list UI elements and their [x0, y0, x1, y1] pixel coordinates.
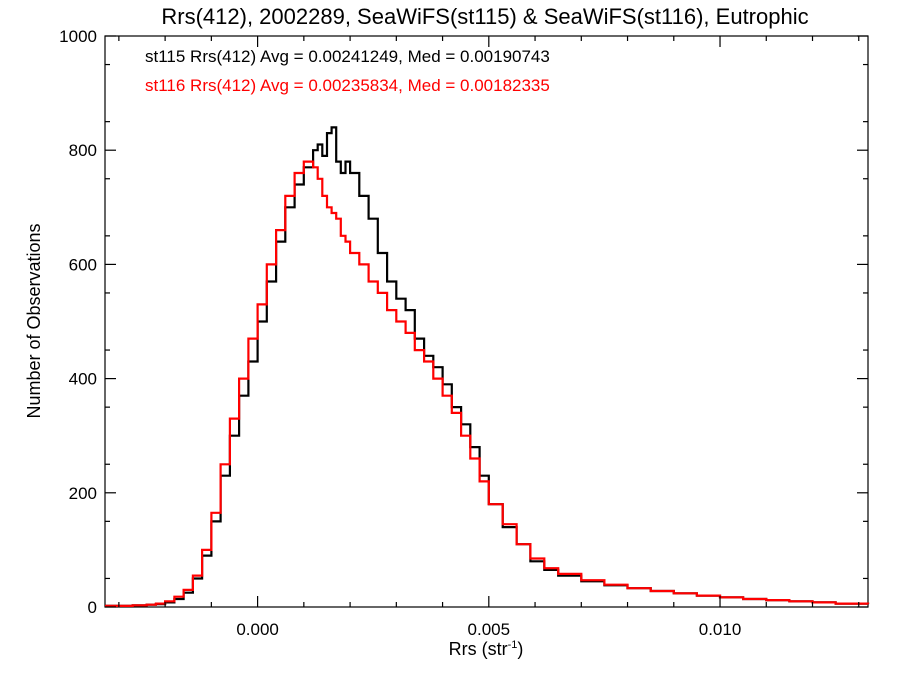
y-tick-label: 0: [88, 598, 97, 617]
series-line-st115: [105, 127, 868, 606]
x-tick-label: 0.005: [468, 620, 511, 639]
y-tick-label: 400: [69, 370, 97, 389]
x-tick-label: 0.010: [699, 620, 742, 639]
y-tick-label: 800: [69, 141, 97, 160]
y-tick-label: 1000: [59, 27, 97, 46]
histogram-chart: Rrs(412), 2002289, SeaWiFS(st115) & SeaW…: [0, 0, 900, 675]
legend-entry-st115: st115 Rrs(412) Avg = 0.00241249, Med = 0…: [145, 47, 550, 66]
x-axis-title-close: ): [517, 639, 523, 659]
tick-layer: 0.000 0.005 0.010 0 200 400 600 800 1000: [59, 27, 868, 639]
series-layer: [105, 127, 868, 606]
x-axis-title-superscript: -1: [508, 639, 518, 651]
legend-entry-st116: st116 Rrs(412) Avg = 0.00235834, Med = 0…: [145, 76, 550, 95]
plot-area: 0.000 0.005 0.010 0 200 400 600 800 1000: [59, 27, 868, 639]
y-tick-label: 200: [69, 484, 97, 503]
series-line-st116: [105, 162, 868, 606]
x-axis-title: Rrs (str-1): [449, 639, 524, 659]
y-axis-title: Number of Observations: [24, 223, 44, 418]
chart-title: Rrs(412), 2002289, SeaWiFS(st115) & SeaW…: [161, 4, 808, 29]
x-axis-title-main: Rrs (str: [449, 639, 508, 659]
y-tick-label: 600: [69, 255, 97, 274]
x-tick-label: 0.000: [236, 620, 279, 639]
